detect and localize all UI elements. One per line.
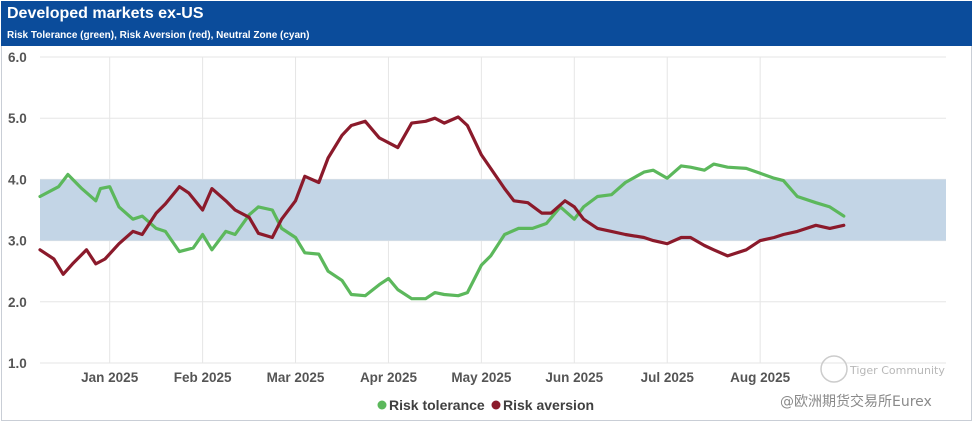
series-line-risk-tolerance (38, 162, 846, 301)
x-tick-label: May 2025 (451, 370, 512, 385)
x-tick-label: Jan 2025 (81, 370, 139, 385)
x-axis: Jan 2025 Feb 2025 Mar 2025 Apr 2025 May 2025… (81, 370, 790, 385)
watermark: Tiger Community @欧洲期货交易所Eurex (780, 355, 945, 410)
watermark-community: Tiger Community (849, 364, 945, 377)
y-tick-label: 5.0 (8, 111, 27, 126)
legend-marker-risk-tolerance (377, 400, 387, 410)
series-line-risk-aversion (38, 115, 846, 276)
x-tick-label: Jul 2025 (641, 370, 695, 385)
legend-label-risk-aversion: Risk aversion (503, 397, 594, 413)
y-tick-label: 4.0 (8, 172, 27, 187)
y-tick-label: 2.0 (8, 295, 27, 310)
chart-header: Developed markets ex-US Risk Tolerance (… (1, 1, 972, 46)
y-axis: 1.0 2.0 3.0 4.0 5.0 6.0 (8, 50, 27, 371)
x-tick-label: Aug 2025 (730, 370, 791, 385)
chart-subtitle: Risk Tolerance (green), Risk Aversion (r… (7, 30, 310, 41)
x-tick-label: Feb 2025 (174, 370, 232, 385)
legend: Risk tolerance Risk aversion (377, 397, 594, 413)
legend-label-risk-tolerance: Risk tolerance (389, 397, 485, 413)
y-tick-label: 1.0 (8, 356, 27, 371)
x-tick-label: Jun 2025 (545, 370, 603, 385)
x-tick-label: Apr 2025 (360, 370, 418, 385)
watermark-source: @欧洲期货交易所Eurex (780, 393, 932, 410)
chart-title: Developed markets ex-US (7, 5, 204, 22)
x-tick-label: Mar 2025 (267, 370, 325, 385)
y-tick-label: 6.0 (8, 50, 27, 65)
y-tick-label: 3.0 (8, 234, 27, 249)
legend-marker-risk-aversion (491, 400, 501, 410)
series-group (38, 115, 846, 301)
tiger-logo-icon (820, 355, 848, 383)
